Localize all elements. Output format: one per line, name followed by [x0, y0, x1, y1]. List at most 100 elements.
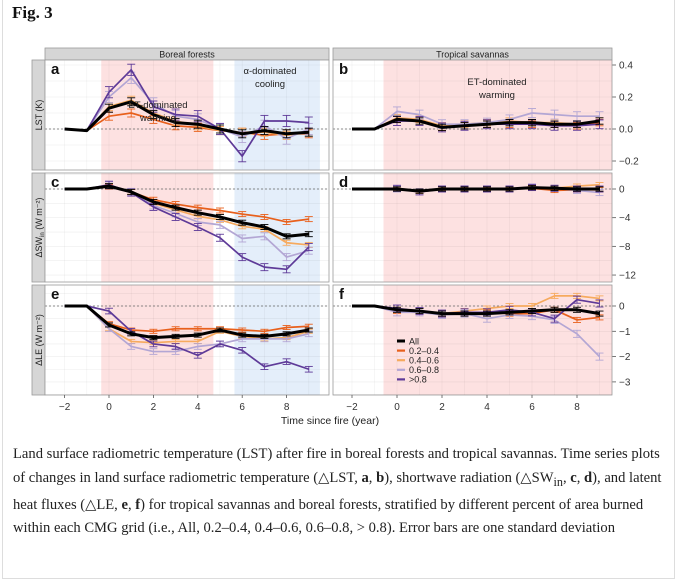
caption-ref-c: c [570, 469, 577, 486]
y-tick-label: −8 [619, 242, 631, 253]
series-line [64, 305, 310, 371]
panel-a: ET-dominated warming α-dominated cooling a [44, 59, 330, 171]
legend-label: >0.8 [409, 375, 427, 385]
panel-e: e [44, 284, 330, 396]
legend-label: All [409, 336, 419, 346]
series-All [352, 304, 604, 317]
series-line [64, 100, 309, 136]
caption-text: , [368, 469, 377, 486]
x-tick-label: 8 [284, 402, 290, 413]
panel-b: ET-dominated warming b [332, 59, 613, 171]
panel-letter: f [339, 286, 345, 303]
series-0.6–0.8 [352, 106, 604, 130]
x-tick-label: 8 [574, 402, 580, 413]
y-tick-label: 0 [619, 302, 625, 313]
figure-title: Fig. 3 [12, 3, 53, 22]
caption-ref-e: e [121, 496, 128, 513]
row-strip-label: ΔLE (W m⁻²) [34, 314, 44, 366]
panel-annotation: cooling [255, 79, 285, 90]
panel-letter: a [51, 61, 60, 78]
panel-border [44, 59, 330, 171]
series-All [64, 183, 313, 240]
series-line [64, 112, 309, 137]
column-strip-label: Boreal forests [159, 50, 215, 60]
y-tick-label: 0.2 [619, 93, 633, 104]
panel-plot-area [333, 173, 612, 282]
panel-letter: c [51, 174, 59, 191]
panel-letter: e [51, 286, 59, 303]
series-line [64, 68, 309, 158]
panel-f: f [332, 284, 613, 396]
caption-text: Land surface radiometric temperature (LS… [13, 446, 660, 486]
x-tick-label: 2 [151, 402, 157, 413]
caption-subscript: in [553, 474, 563, 489]
panel-border [332, 172, 613, 283]
series-line [64, 305, 309, 353]
x-tick-label: 0 [394, 402, 400, 413]
et-warming-shading [101, 173, 214, 282]
series-All [352, 115, 604, 132]
panel-annotation: α-dominated [243, 66, 296, 77]
panel-border [44, 284, 330, 396]
series-line [352, 110, 600, 130]
figure-caption: Land surface radiometric temperature (LS… [13, 443, 663, 541]
panel-plot-area [45, 173, 329, 282]
panel-annotation: ET-dominated [467, 77, 526, 88]
panel-border [332, 59, 613, 171]
y-tick-label: −12 [619, 271, 636, 282]
panel-annotation: warming [139, 113, 176, 124]
x-tick-label: −2 [346, 402, 358, 413]
x-tick-label: 4 [195, 402, 201, 413]
panel-letter: d [339, 174, 348, 191]
series-line [64, 304, 310, 340]
series-All [64, 304, 313, 341]
caption-ref-a: a [361, 469, 369, 486]
y-tick-label: 0.0 [619, 125, 633, 136]
x-tick-label: 2 [439, 402, 445, 413]
x-tick-label: 0 [106, 402, 112, 413]
caption-text: ), shortwave radiation (△SW [384, 469, 554, 486]
series-line [352, 186, 600, 193]
figure-chart: Boreal forests Tropical savannas LST (K) 0.… [31, 47, 639, 427]
caption-text: ) for tropical savannas and boreal fores… [13, 496, 644, 537]
y-tick-label: 0 [619, 185, 625, 196]
panel-plot-area [333, 285, 612, 395]
panel-plot-area [45, 60, 329, 170]
y-tick-label: −0.2 [619, 157, 639, 168]
albedo-cooling-shading [234, 285, 320, 395]
column-strip-label: Tropical savannas [436, 50, 509, 60]
panel-border [332, 284, 613, 396]
y-tick-label: 0.4 [619, 61, 633, 72]
row-strip-label: ΔSWin (W m⁻²) [34, 198, 46, 258]
caption-text: , [127, 496, 136, 513]
caption-text: ), and latent heat fluxes (△LE, [13, 469, 662, 513]
y-tick-label: −2 [619, 352, 631, 363]
x-tick-label: 4 [484, 402, 490, 413]
legend-label: 0.4–0.6 [409, 356, 439, 366]
caption-ref-b: b [376, 469, 385, 486]
series-line [352, 304, 600, 316]
panel-plot-area [333, 60, 612, 170]
panel-letter: b [339, 61, 348, 78]
x-tick-label: −2 [59, 402, 71, 413]
y-tick-label: −3 [619, 377, 631, 388]
x-tick-label: 6 [239, 402, 245, 413]
caption-ref-f: f [135, 496, 141, 513]
legend-label: 0.6–0.8 [409, 365, 439, 375]
caption-text: , [576, 469, 585, 486]
panel-c: c [44, 172, 330, 283]
series-line [352, 117, 600, 131]
series-All [64, 97, 313, 139]
series->0.8 [64, 305, 313, 373]
x-tick-label: 6 [529, 402, 535, 413]
series-line [64, 184, 309, 238]
albedo-cooling-shading [234, 60, 320, 170]
legend-label: 0.2–0.4 [409, 346, 439, 356]
series-line [64, 76, 310, 140]
y-tick-label: −4 [619, 213, 631, 224]
panel-plot-area [45, 285, 329, 395]
panel-annotation: ET-dominated [128, 100, 187, 111]
row-strip-label: LST (K) [34, 100, 44, 131]
series-All [352, 184, 604, 194]
